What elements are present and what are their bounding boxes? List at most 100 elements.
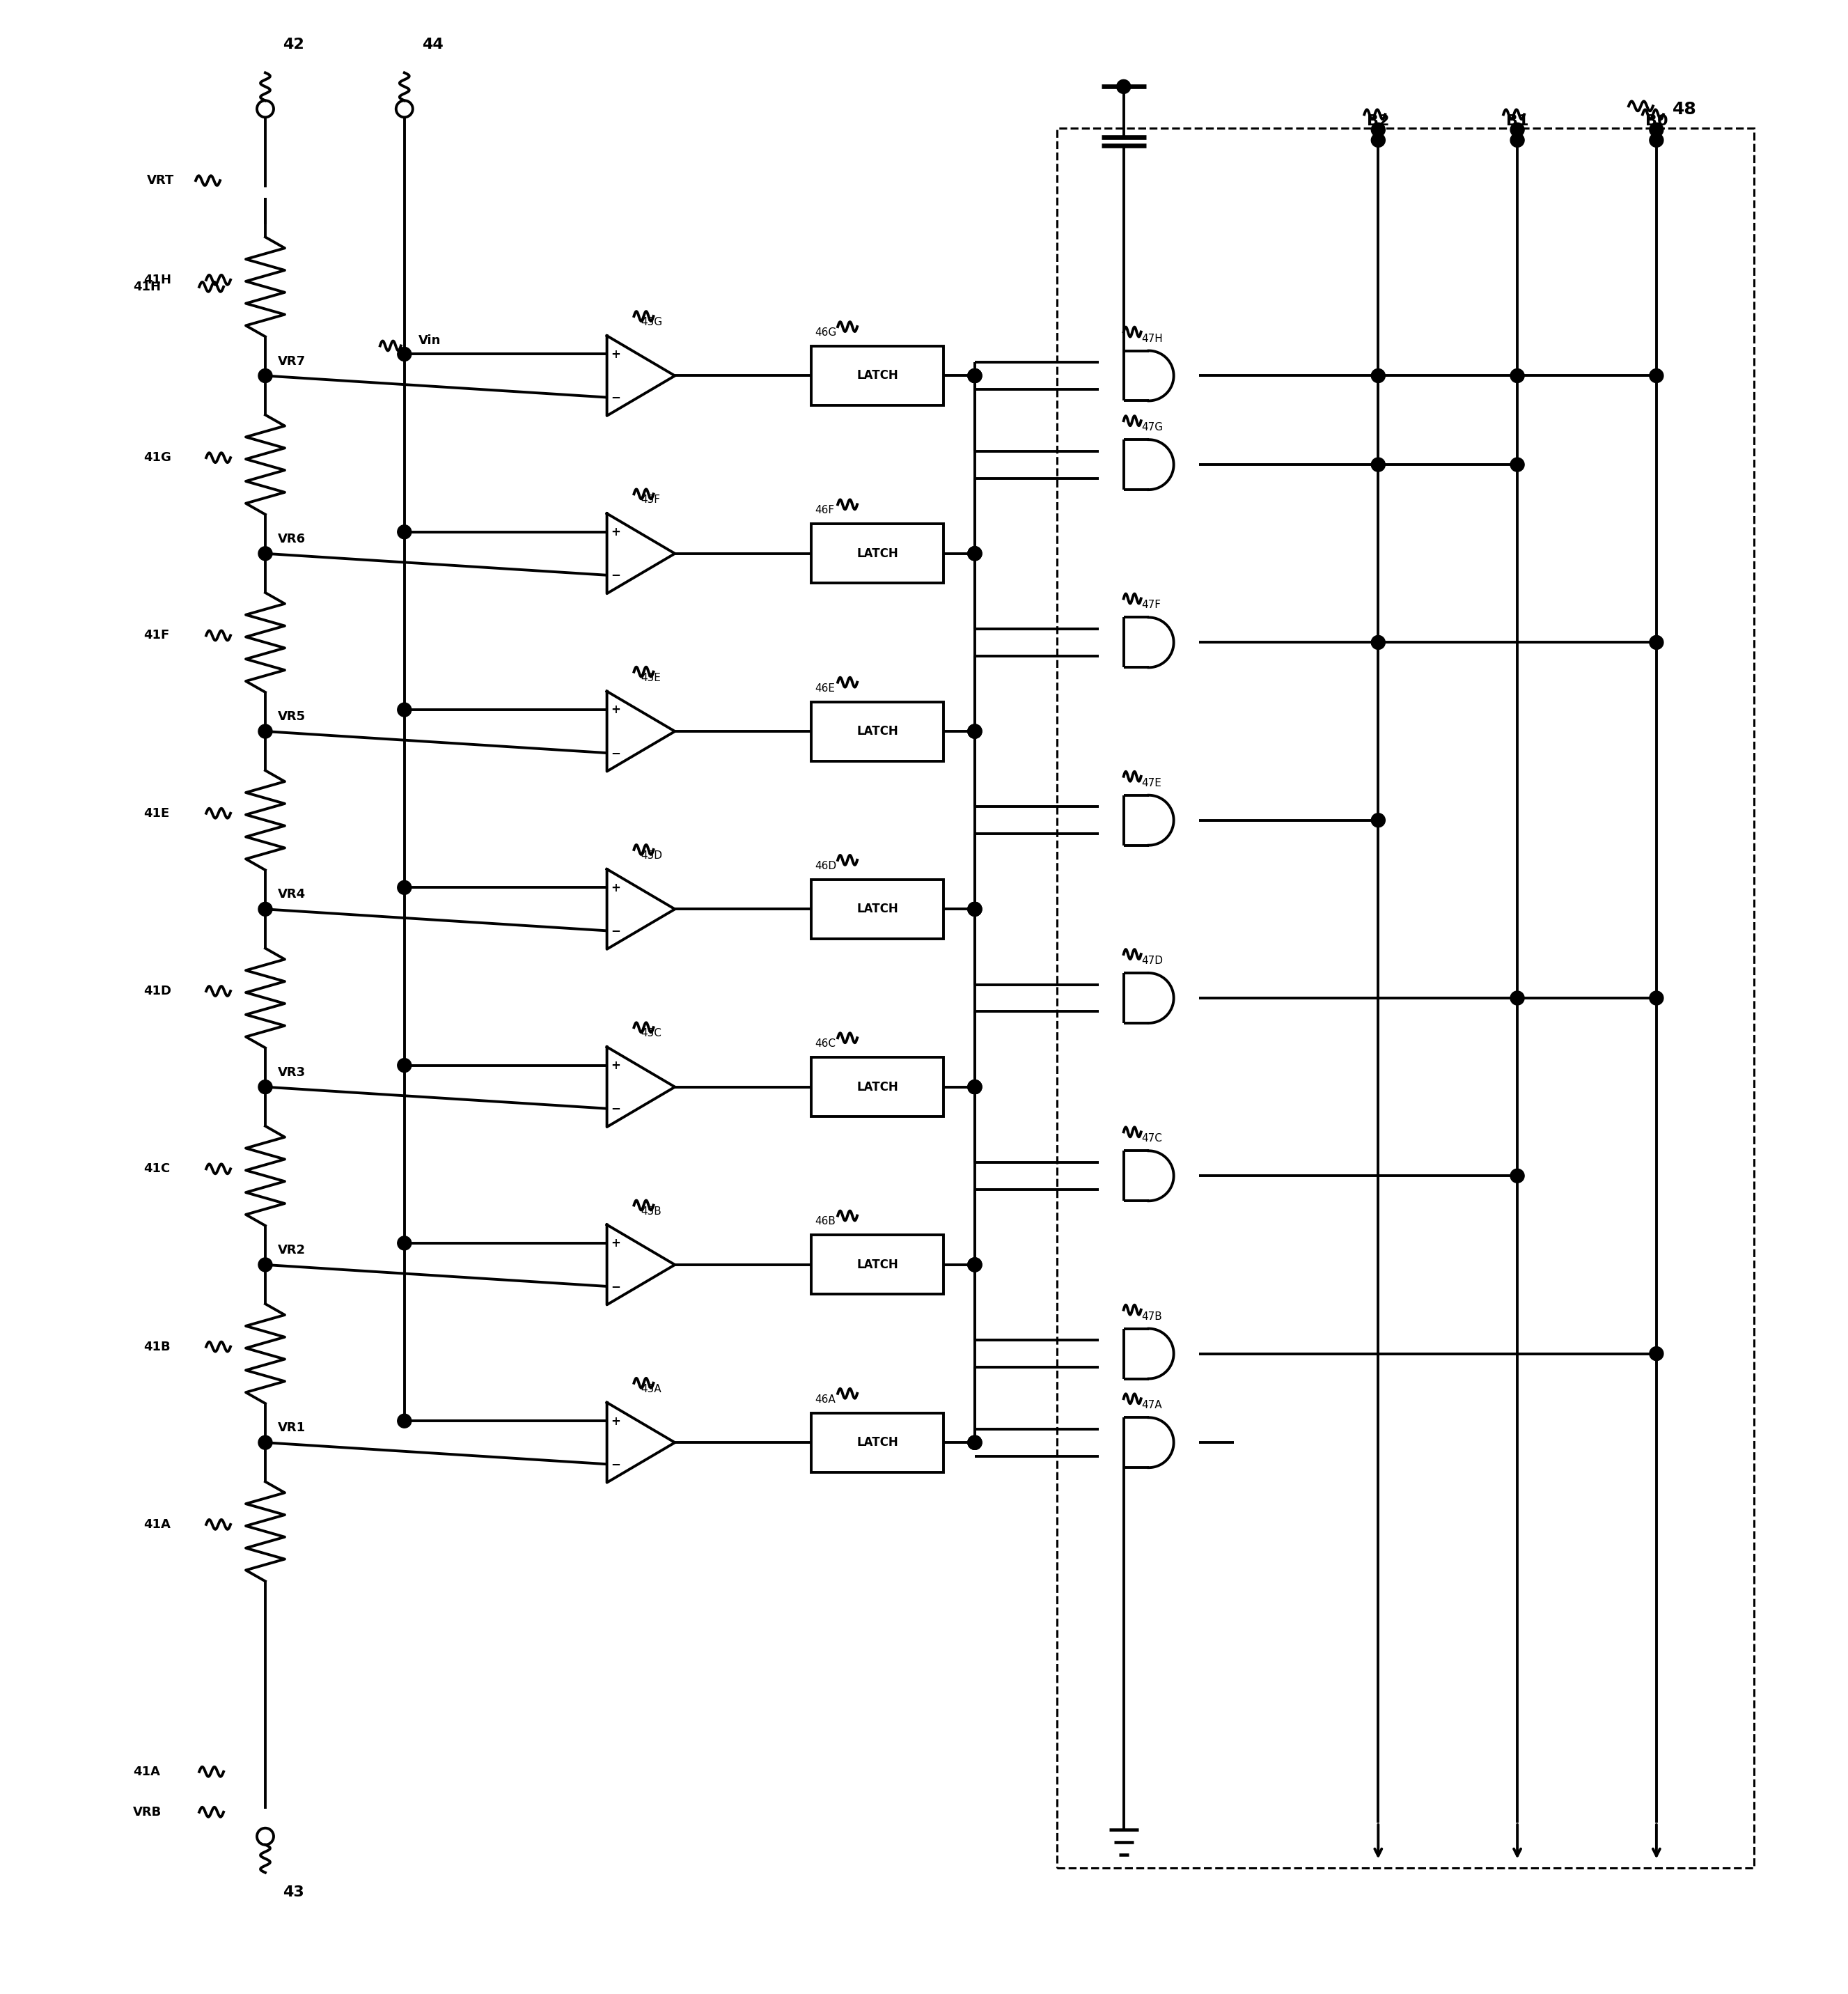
Circle shape (397, 347, 412, 361)
Text: 41H: 41H (144, 273, 172, 287)
Text: −: − (612, 391, 621, 403)
Circle shape (968, 369, 981, 383)
Circle shape (259, 1258, 272, 1272)
Text: 45C: 45C (641, 1029, 662, 1039)
Circle shape (397, 524, 412, 538)
Text: 41F: 41F (144, 630, 170, 642)
Circle shape (968, 369, 981, 383)
Circle shape (1650, 1346, 1663, 1360)
Circle shape (259, 369, 272, 383)
Text: 41G: 41G (144, 451, 172, 465)
Text: +: + (612, 1416, 621, 1428)
Text: LATCH: LATCH (857, 369, 898, 383)
Text: LATCH: LATCH (857, 1258, 898, 1270)
Circle shape (1510, 134, 1525, 148)
Text: VR4: VR4 (277, 887, 305, 901)
Text: 46G: 46G (815, 327, 837, 337)
Bar (811, 879, 944, 939)
Circle shape (397, 1059, 412, 1073)
Text: 46F: 46F (815, 504, 835, 516)
Text: 44: 44 (421, 38, 444, 52)
Text: 46C: 46C (815, 1039, 835, 1049)
Circle shape (968, 1258, 981, 1272)
Text: Vin: Vin (418, 335, 442, 347)
Text: +: + (612, 1236, 621, 1250)
Text: LATCH: LATCH (857, 1081, 898, 1093)
Circle shape (968, 1258, 981, 1272)
Text: 45F: 45F (641, 495, 660, 504)
Text: +: + (612, 349, 621, 361)
Text: −: − (612, 1458, 621, 1470)
Text: −: − (612, 1103, 621, 1115)
Circle shape (1650, 369, 1663, 383)
Text: 45E: 45E (641, 672, 662, 684)
Text: VR1: VR1 (277, 1422, 305, 1434)
Text: 41H: 41H (133, 281, 161, 293)
Circle shape (1116, 80, 1131, 94)
Text: 46D: 46D (815, 861, 837, 871)
Text: VR3: VR3 (277, 1067, 305, 1079)
Text: VRT: VRT (148, 173, 174, 187)
Circle shape (968, 901, 981, 915)
Text: 47E: 47E (1142, 778, 1161, 788)
Text: LATCH: LATCH (857, 726, 898, 738)
Bar (811, 1414, 944, 1472)
Circle shape (397, 1236, 412, 1250)
Bar (1057, 128, 1754, 1868)
Circle shape (397, 881, 412, 895)
Bar (811, 524, 944, 582)
Circle shape (1371, 459, 1386, 473)
Text: 41D: 41D (144, 985, 172, 997)
Circle shape (968, 1081, 981, 1095)
Circle shape (968, 546, 981, 560)
Text: +: + (612, 881, 621, 893)
Text: B2: B2 (1368, 114, 1390, 128)
Text: 47B: 47B (1142, 1312, 1162, 1322)
Bar (811, 347, 944, 405)
Circle shape (968, 901, 981, 915)
Circle shape (968, 724, 981, 738)
Bar (811, 1234, 944, 1294)
Text: 43: 43 (283, 1884, 305, 1898)
Circle shape (968, 1436, 981, 1450)
Circle shape (1510, 369, 1525, 383)
Text: VR7: VR7 (277, 355, 305, 367)
Circle shape (1371, 124, 1386, 138)
Text: +: + (612, 1059, 621, 1073)
Text: +: + (612, 526, 621, 538)
Text: 45G: 45G (641, 317, 663, 327)
Circle shape (1510, 991, 1525, 1005)
Circle shape (968, 1436, 981, 1450)
Circle shape (259, 724, 272, 738)
Text: B1: B1 (1506, 114, 1528, 128)
Circle shape (968, 901, 981, 915)
Text: B0: B0 (1645, 114, 1667, 128)
Text: 48: 48 (1672, 102, 1696, 118)
Text: 41C: 41C (144, 1163, 170, 1174)
Circle shape (968, 724, 981, 738)
Text: LATCH: LATCH (857, 546, 898, 560)
Text: −: − (612, 1280, 621, 1292)
Circle shape (1371, 134, 1386, 148)
Circle shape (1510, 459, 1525, 473)
Text: 47H: 47H (1142, 333, 1162, 343)
Circle shape (259, 901, 272, 915)
Text: 46A: 46A (815, 1394, 835, 1404)
Bar (811, 1057, 944, 1117)
Text: 45D: 45D (641, 849, 662, 861)
Text: 41A: 41A (133, 1765, 161, 1779)
Circle shape (259, 1081, 272, 1095)
Text: −: − (612, 746, 621, 760)
Circle shape (968, 369, 981, 383)
Circle shape (968, 1081, 981, 1095)
Text: 47F: 47F (1142, 600, 1161, 610)
Text: 41E: 41E (144, 808, 170, 820)
Text: VRB: VRB (133, 1807, 163, 1819)
Circle shape (968, 724, 981, 738)
Text: LATCH: LATCH (857, 903, 898, 915)
Text: 42: 42 (283, 38, 305, 52)
Text: −: − (612, 925, 621, 937)
Circle shape (1650, 124, 1663, 138)
Text: 46B: 46B (815, 1216, 835, 1226)
Circle shape (397, 702, 412, 716)
